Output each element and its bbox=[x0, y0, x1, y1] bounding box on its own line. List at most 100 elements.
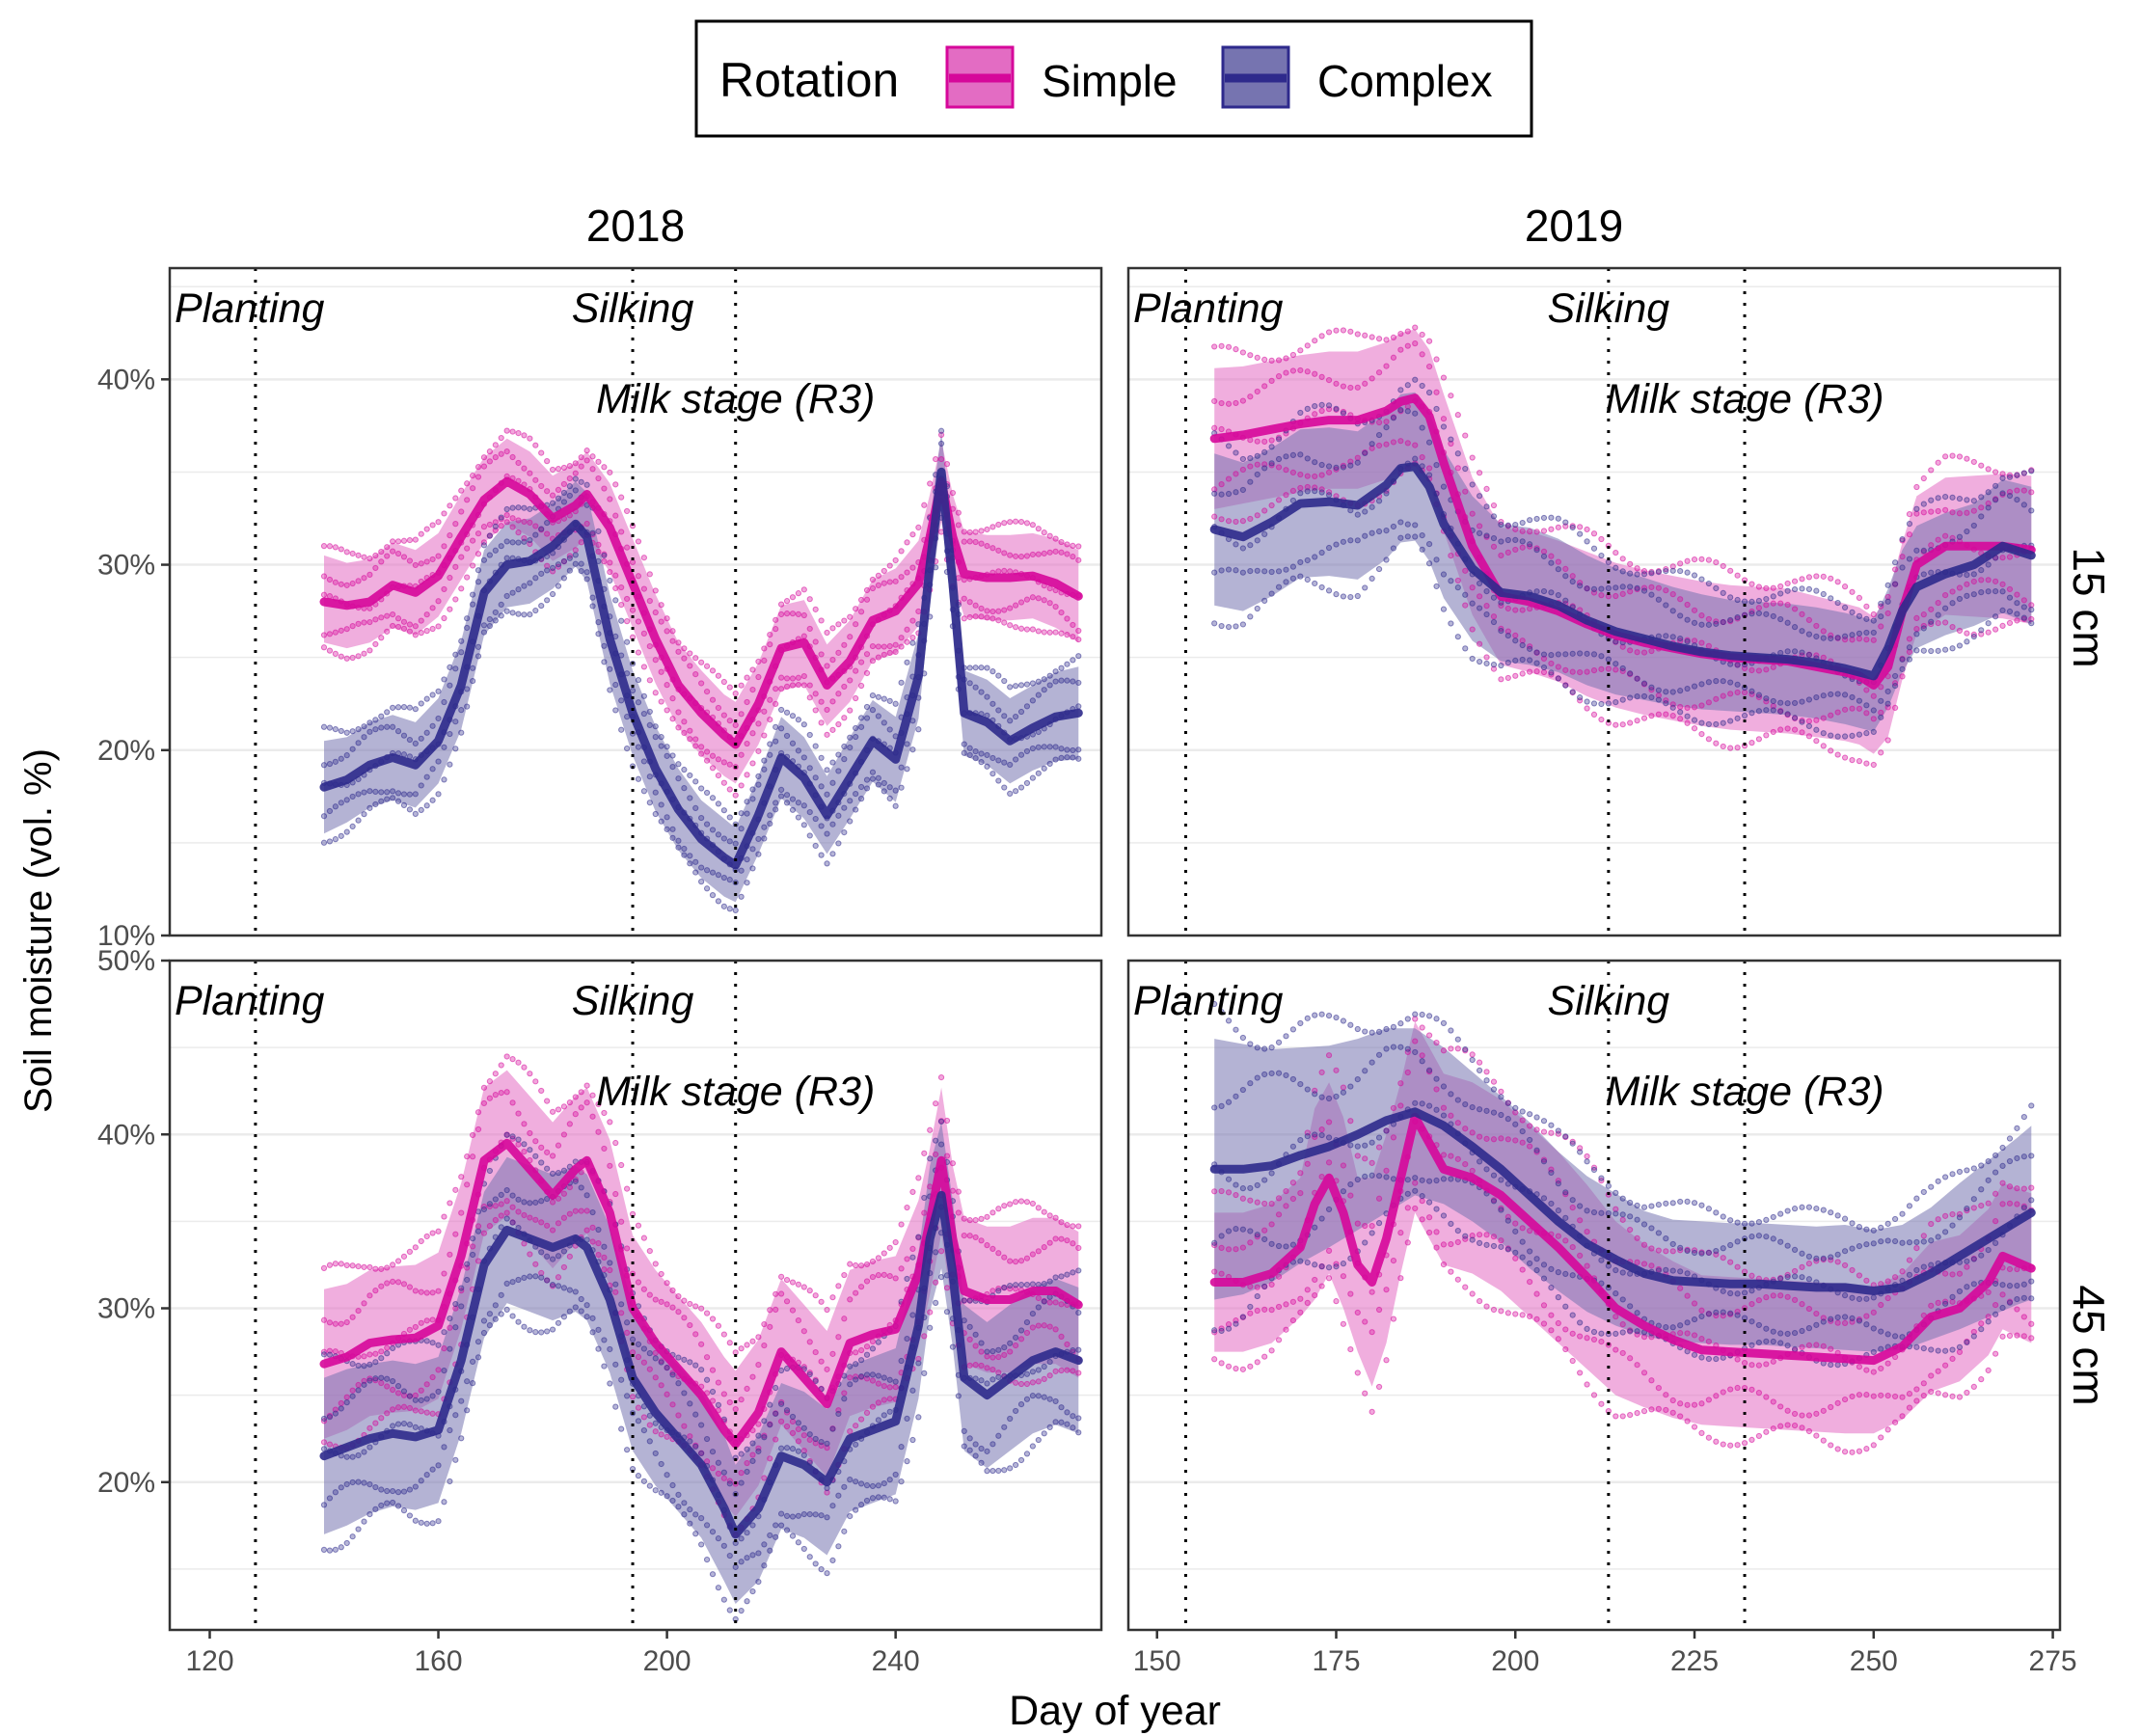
observation-point bbox=[1448, 1045, 1454, 1052]
facet-row-45cm: 45 cm bbox=[2064, 1285, 2114, 1405]
observation-point bbox=[1519, 1312, 1526, 1318]
observation-point bbox=[1619, 590, 1626, 597]
observation-point bbox=[972, 602, 979, 609]
observation-point bbox=[1362, 380, 1369, 387]
observation-point bbox=[1863, 702, 1870, 709]
observation-point bbox=[1254, 605, 1260, 612]
observation-point bbox=[1041, 1281, 1047, 1288]
observation-point bbox=[1041, 1363, 1047, 1370]
observation-point bbox=[332, 544, 339, 551]
observation-point bbox=[2006, 492, 2014, 500]
observation-point bbox=[1548, 553, 1555, 559]
observation-point bbox=[429, 1289, 436, 1296]
observation-point bbox=[498, 450, 504, 457]
observation-point bbox=[1949, 1393, 1956, 1399]
observation-point bbox=[692, 1303, 699, 1310]
observation-point bbox=[1584, 526, 1590, 533]
observation-point bbox=[1634, 693, 1640, 700]
observation-point bbox=[618, 583, 625, 591]
observation-point bbox=[338, 1405, 344, 1412]
observation-point bbox=[1813, 1310, 1820, 1317]
observation-point bbox=[989, 668, 996, 675]
observation-point bbox=[857, 1502, 865, 1508]
observation-point bbox=[789, 1446, 797, 1452]
observation-point bbox=[1791, 606, 1799, 612]
observation-point bbox=[732, 690, 739, 697]
observation-point bbox=[681, 1315, 688, 1321]
observation-point bbox=[452, 719, 459, 725]
observation-point bbox=[332, 1320, 339, 1327]
observation-point bbox=[863, 715, 871, 721]
observation-point bbox=[927, 1309, 934, 1316]
observation-point bbox=[703, 867, 711, 874]
observation-point bbox=[1340, 1188, 1347, 1195]
observation-point bbox=[681, 1297, 688, 1304]
observation-point bbox=[406, 536, 414, 544]
observation-point bbox=[1805, 1305, 1813, 1313]
observation-point bbox=[349, 1262, 356, 1269]
observation-point bbox=[904, 1204, 910, 1211]
observation-point bbox=[1448, 553, 1454, 559]
observation-point bbox=[1297, 558, 1304, 566]
observation-point bbox=[904, 539, 910, 546]
observation-point bbox=[847, 818, 854, 825]
observation-point bbox=[709, 827, 717, 833]
observation-point bbox=[1046, 532, 1053, 539]
observation-point bbox=[1504, 1136, 1511, 1143]
observation-point bbox=[675, 1292, 682, 1300]
observation-point bbox=[1590, 585, 1598, 592]
observation-point bbox=[1283, 1071, 1289, 1079]
observation-point bbox=[886, 579, 893, 585]
observation-point bbox=[800, 1432, 807, 1439]
observation-point bbox=[1791, 1410, 1799, 1418]
observation-point bbox=[1433, 405, 1440, 413]
observation-point bbox=[800, 1545, 807, 1553]
observation-point bbox=[441, 510, 447, 517]
observation-point bbox=[943, 1117, 951, 1125]
observation-point bbox=[1046, 1424, 1053, 1431]
observation-point bbox=[1412, 533, 1419, 540]
observation-point bbox=[1906, 644, 1913, 651]
observation-point bbox=[703, 789, 711, 797]
observation-point bbox=[589, 466, 596, 473]
observation-point bbox=[486, 532, 493, 539]
observation-point bbox=[1029, 1251, 1036, 1258]
observation-point bbox=[1483, 1135, 1490, 1142]
observation-point bbox=[1677, 1322, 1684, 1329]
observation-point bbox=[1035, 1304, 1042, 1311]
observation-point bbox=[715, 800, 722, 807]
observation-point bbox=[435, 715, 442, 722]
observation-point bbox=[435, 598, 442, 605]
observation-point bbox=[532, 1216, 539, 1223]
observation-point bbox=[1992, 1350, 1999, 1357]
observation-point bbox=[1841, 754, 1849, 761]
observation-point bbox=[1519, 1117, 1526, 1124]
observation-point bbox=[527, 580, 533, 586]
observation-point bbox=[1425, 1229, 1433, 1236]
observation-point bbox=[435, 758, 442, 765]
observation-point bbox=[406, 1393, 414, 1399]
observation-point bbox=[1613, 1266, 1619, 1274]
observation-point bbox=[544, 488, 551, 495]
observation-point bbox=[1058, 1367, 1065, 1374]
observation-point bbox=[583, 1314, 590, 1320]
observation-point bbox=[1999, 1201, 2006, 1207]
observation-point bbox=[1247, 1363, 1254, 1370]
observation-point bbox=[1375, 336, 1383, 342]
observation-point bbox=[1440, 1083, 1448, 1090]
observation-point bbox=[429, 1316, 436, 1323]
observation-point bbox=[824, 663, 830, 669]
observation-point bbox=[1041, 1430, 1047, 1437]
observation-point bbox=[521, 1148, 528, 1155]
observation-point bbox=[1289, 451, 1297, 458]
observation-point bbox=[778, 1273, 785, 1280]
observation-point bbox=[532, 607, 539, 614]
observation-point bbox=[635, 1353, 642, 1361]
observation-point bbox=[480, 524, 488, 530]
observation-point bbox=[1211, 486, 1218, 493]
observation-point bbox=[1369, 575, 1375, 583]
observation-point bbox=[1390, 334, 1397, 340]
observation-point bbox=[1304, 473, 1311, 479]
observation-point bbox=[583, 1302, 590, 1309]
observation-point bbox=[1225, 1189, 1233, 1196]
